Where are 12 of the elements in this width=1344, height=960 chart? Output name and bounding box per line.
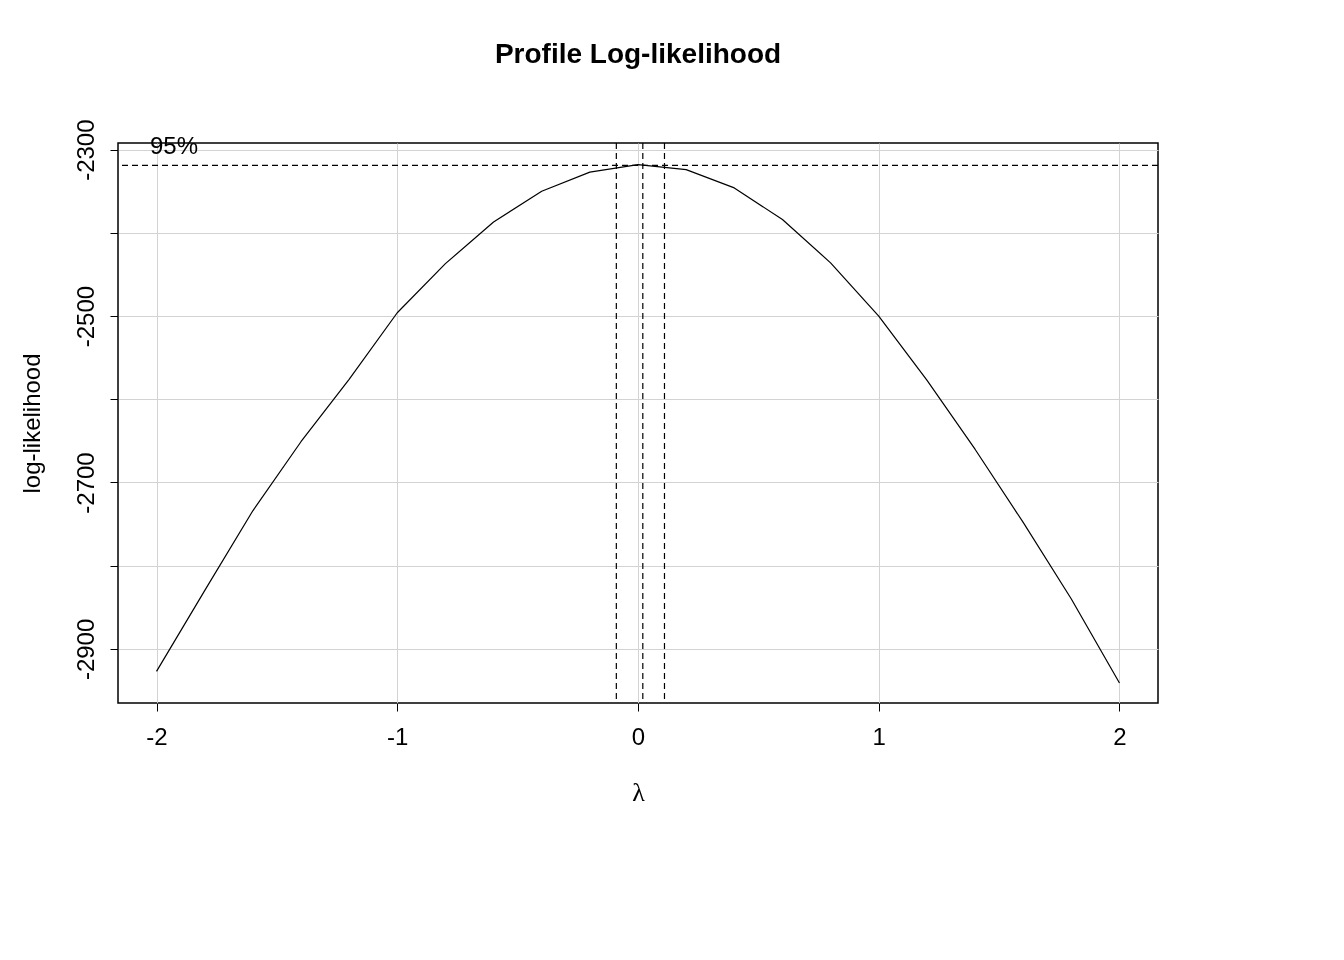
x-tick-label: 0 — [631, 722, 646, 750]
y-tick-label: -2900 — [71, 618, 99, 681]
x-tick-label: -2 — [146, 722, 168, 750]
x-tick-label: 2 — [1113, 722, 1127, 750]
y-tick-label: -2300 — [71, 119, 99, 181]
x-tick-label: -1 — [387, 722, 409, 750]
y-axis-title: log-likelihood — [17, 353, 45, 494]
x-tick-label: 1 — [872, 722, 886, 750]
x-axis-title: λ — [632, 777, 646, 807]
chart-title: Profile Log-likelihood — [494, 37, 782, 69]
y-tick-label: -2700 — [71, 452, 99, 514]
y-tick-label: -2500 — [71, 285, 99, 348]
